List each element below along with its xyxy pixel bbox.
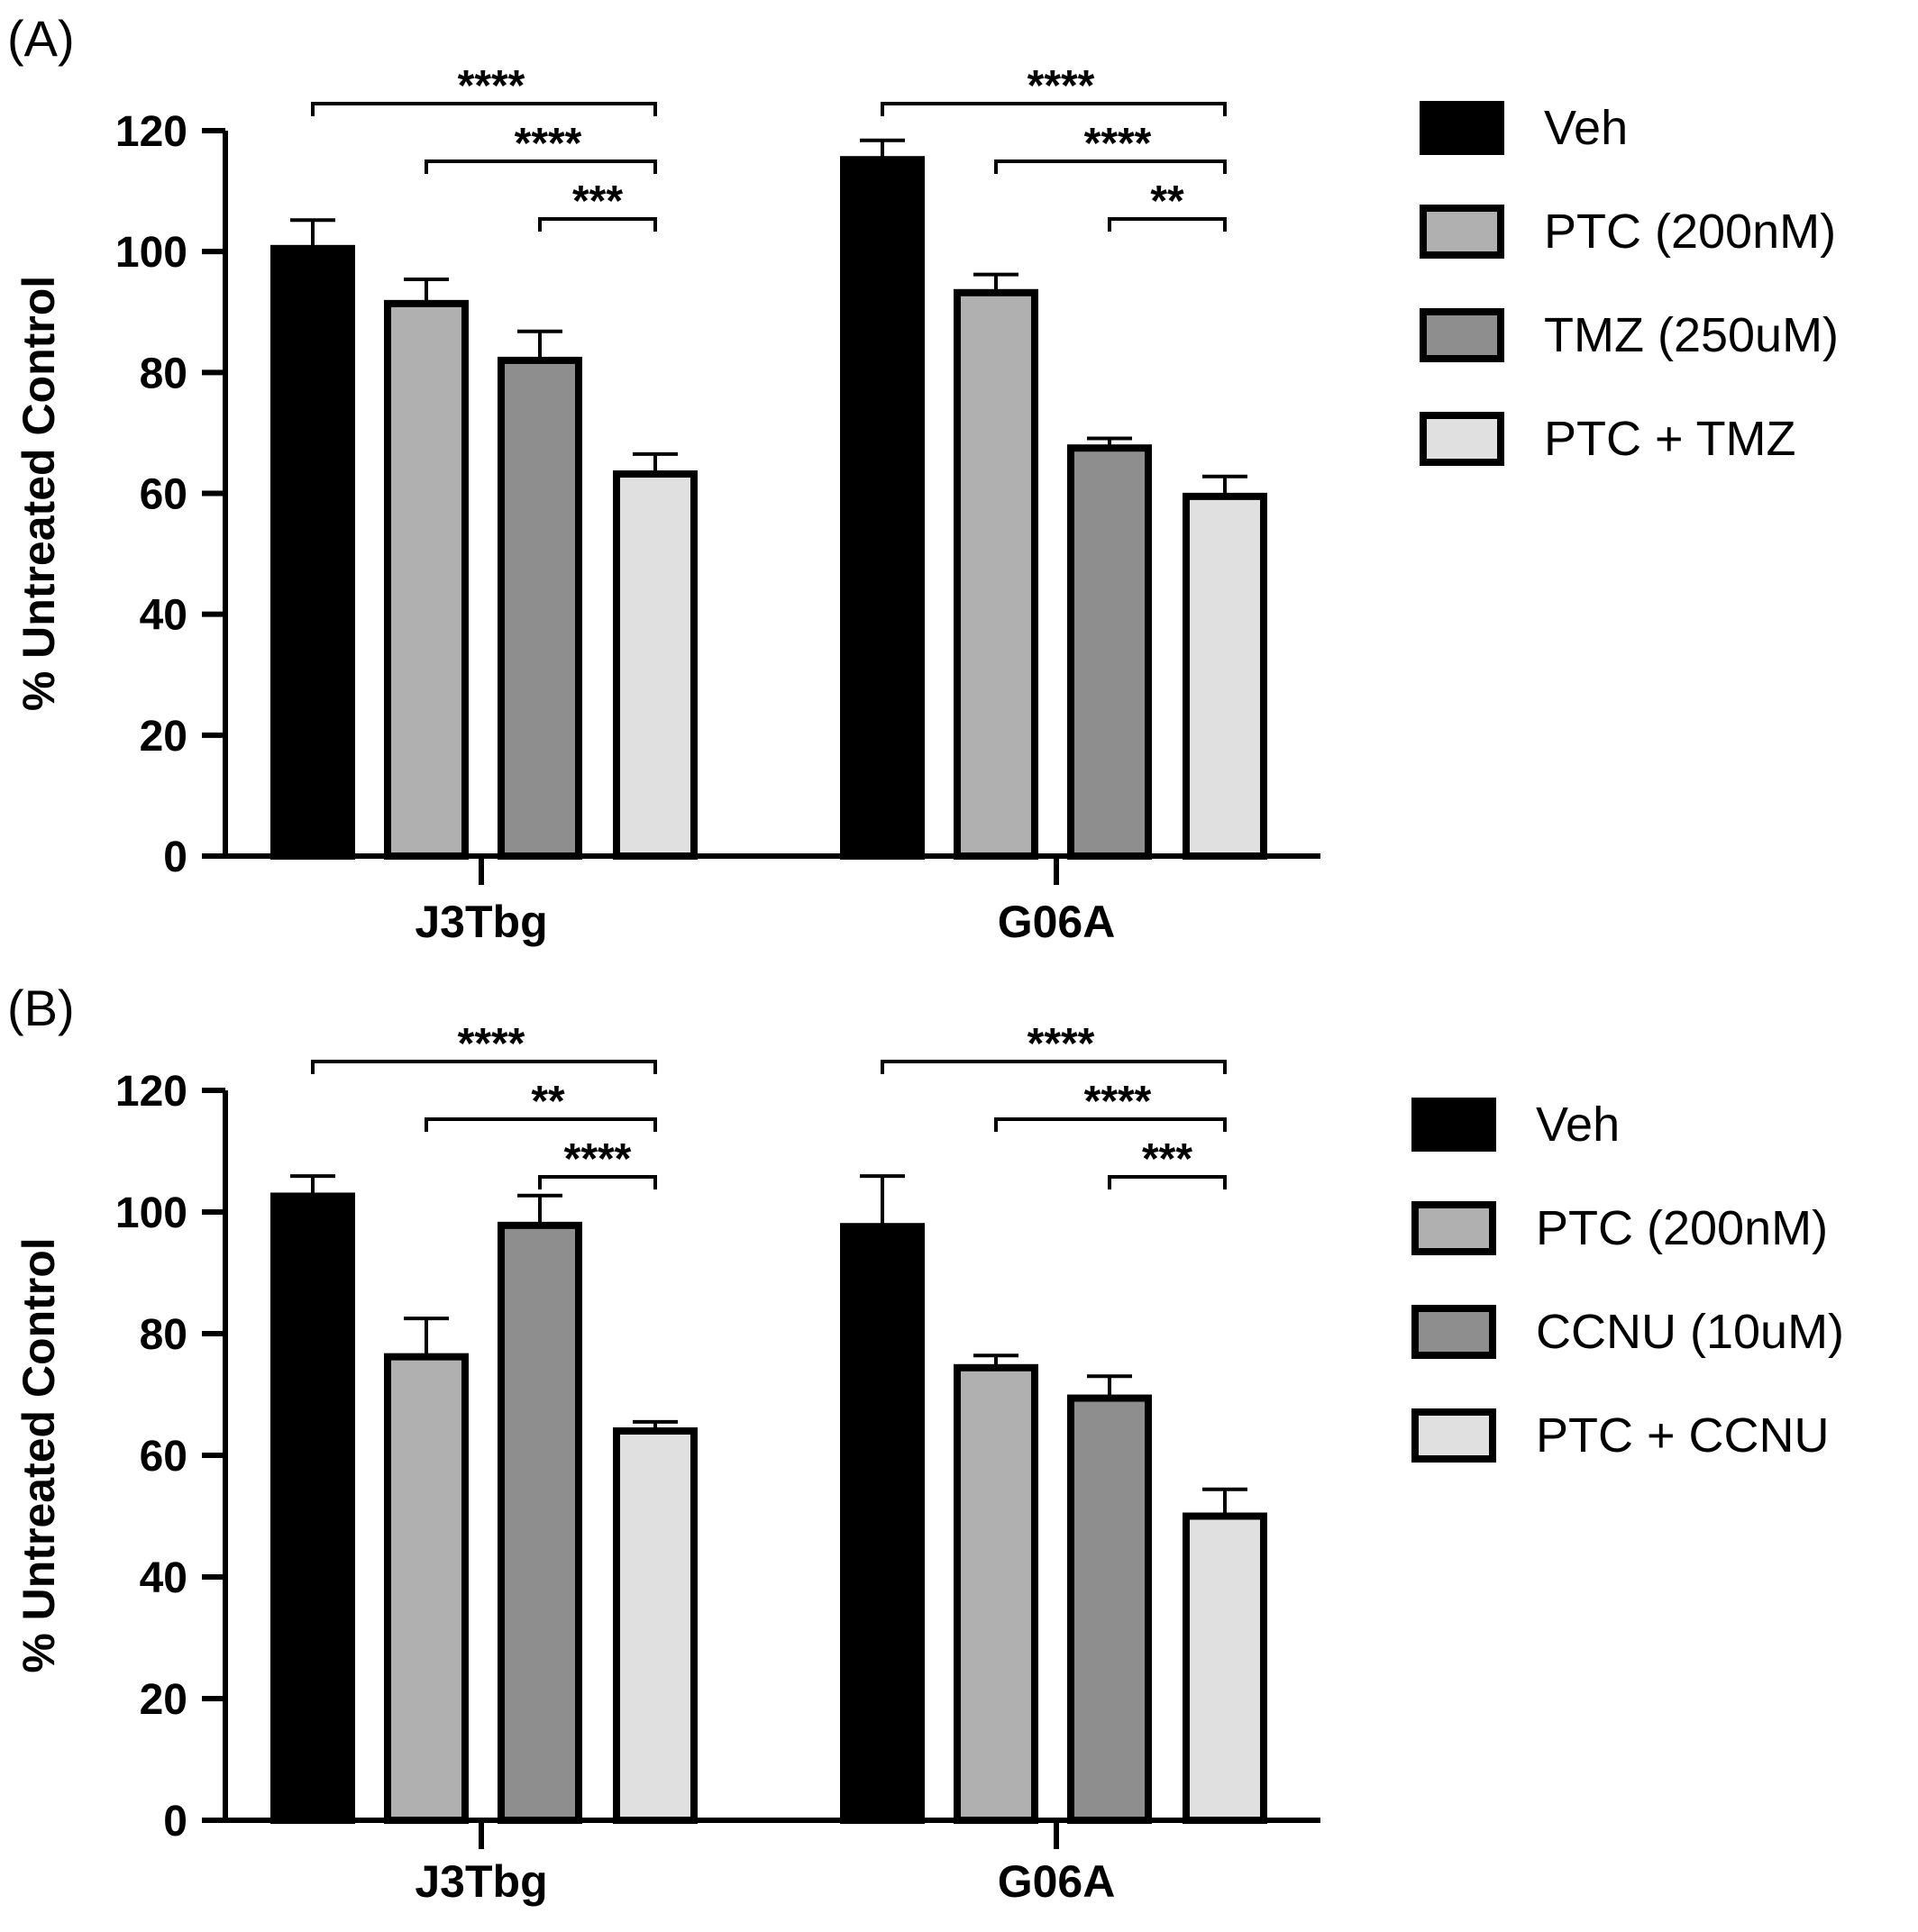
bar (840, 156, 925, 860)
y-tick-label: 100 (115, 1189, 187, 1237)
legend-label: Veh (1544, 101, 1628, 155)
significance-label: **** (515, 120, 582, 168)
y-tick-label: 0 (163, 1798, 187, 1845)
legend-label: TMZ (250uM) (1544, 308, 1839, 362)
chart-panel-a: (A) % Untreated Control 0 20 40 60 80 100 120 J3T… (7, 10, 1839, 947)
bar (954, 1363, 1038, 1825)
legend-label: PTC (200nM) (1536, 1201, 1828, 1255)
y-tick-label: 120 (115, 1068, 187, 1116)
significance-bracket (311, 102, 657, 116)
y-tick-label: 100 (115, 229, 187, 277)
bar (954, 288, 1038, 860)
significance-bracket (425, 159, 657, 174)
significance-label: *** (572, 178, 623, 225)
legend-label: PTC (200nM) (1544, 205, 1836, 259)
legend-swatch (1411, 1305, 1496, 1359)
bar (498, 1221, 582, 1824)
y-tick-label: 60 (140, 471, 187, 519)
bar (840, 1223, 925, 1824)
y-tick-label: 20 (140, 1676, 187, 1724)
y-tick-label: 120 (115, 108, 187, 156)
legend-swatch (1411, 1098, 1496, 1152)
y-tick-label: 40 (140, 1554, 187, 1602)
x-tick-label: G06A (998, 897, 1116, 947)
legend-swatch (1411, 1201, 1496, 1255)
bar (613, 470, 698, 860)
y-tick-label: 40 (140, 592, 187, 640)
y-tick-label: 0 (163, 834, 187, 881)
y-axis-label: % Untreated Control (14, 1237, 64, 1672)
significance-bracket (1108, 217, 1227, 232)
y-axis-label: % Untreated Control (14, 276, 64, 711)
significance-bracket (994, 159, 1227, 174)
significance-bracket (881, 1060, 1227, 1074)
bar (384, 1353, 469, 1824)
significance-label: **** (458, 62, 525, 110)
significance-label: ** (1150, 178, 1184, 225)
legend-label: CCNU (10uM) (1536, 1305, 1844, 1359)
legend-label: PTC + TMZ (1544, 412, 1796, 466)
panel-label: (A) (7, 10, 75, 67)
bar (498, 356, 582, 860)
legend-swatch (1420, 101, 1504, 155)
bar (1067, 1394, 1152, 1825)
bar (1183, 1512, 1267, 1824)
significance-bracket (881, 102, 1227, 116)
panel-label: (B) (7, 980, 75, 1036)
bar (270, 1192, 355, 1824)
significance-bracket (538, 1175, 657, 1189)
legend-swatch (1420, 412, 1504, 466)
significance-bracket (425, 1117, 657, 1132)
significance-label: **** (1084, 120, 1152, 168)
y-tick-label: 80 (140, 350, 187, 397)
legend-swatch (1411, 1408, 1496, 1463)
x-tick-label: J3Tbg (415, 897, 547, 947)
significance-label: **** (564, 1135, 632, 1183)
significance-bracket (994, 1117, 1227, 1132)
significance-label: **** (1028, 62, 1095, 110)
legend-swatch (1420, 308, 1504, 362)
bar (384, 299, 469, 860)
significance-bracket (538, 217, 657, 232)
x-tick-label: G06A (998, 1856, 1116, 1907)
significance-label: **** (458, 1020, 525, 1068)
legend-label: PTC + CCNU (1536, 1408, 1830, 1463)
significance-bracket (1108, 1175, 1227, 1189)
bar (270, 244, 355, 860)
bar (1183, 492, 1267, 861)
bar (613, 1427, 698, 1824)
significance-bracket (311, 1060, 657, 1074)
significance-label: **** (1028, 1020, 1095, 1068)
y-tick-label: 20 (140, 713, 187, 761)
significance-label: *** (1142, 1135, 1192, 1183)
y-tick-label: 80 (140, 1311, 187, 1359)
legend-label: Veh (1536, 1098, 1620, 1152)
bar (1067, 444, 1152, 860)
significance-label: **** (1084, 1078, 1152, 1125)
y-tick-label: 60 (140, 1433, 187, 1481)
x-tick-label: J3Tbg (415, 1856, 547, 1907)
chart-panel-b: (B) % Untreated Control 0 20 40 60 80 100 120 J3T… (7, 980, 1844, 1907)
legend-swatch (1420, 205, 1504, 259)
significance-label: ** (531, 1078, 565, 1125)
